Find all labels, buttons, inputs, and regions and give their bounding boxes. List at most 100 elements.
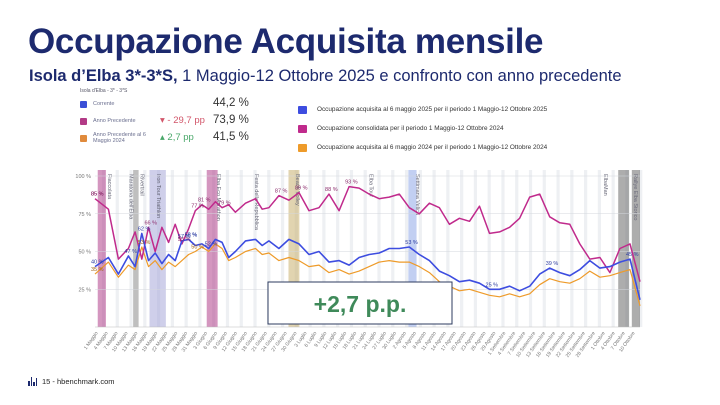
day-stripe [556,170,560,327]
event-band [97,170,106,327]
day-stripe [129,170,133,327]
data-label: 58 % [185,232,198,238]
event-band [631,170,640,327]
series-line [94,185,641,282]
kpi-row-corrente: Corrente [80,97,153,111]
kpi-summary-panel: Isola d'Elba - 3* - 3*S Corrente 44,2 % … [72,86,272,156]
event-band [618,170,630,327]
kpi-swatch [80,100,87,108]
kpi-swatch [80,117,87,125]
day-stripe [432,170,436,327]
event-band [206,170,218,327]
day-stripe [404,170,409,327]
legend-swatch [298,124,307,133]
day-stripe [267,170,271,327]
data-label: 55 % [178,237,191,243]
day-stripe [501,170,505,327]
event-label: Maratona dell'Elba [128,174,134,220]
day-stripe [239,170,243,327]
footer-text: 15 - hbenchmark.com [42,377,115,386]
hbenchmark-logo-icon [28,377,37,386]
legend-item-2024-consolidata: Occupazione consolidata per il periodo 1… [298,119,547,138]
day-stripe [446,170,450,327]
day-stripe [611,170,615,327]
event-label: Elba Tour [368,174,374,197]
subtitle-location: Isola d’Elba 3*-3*S, [29,67,178,85]
day-stripe [363,170,367,327]
data-label: 89 % [295,186,308,192]
event-band [149,170,166,327]
day-stripe [460,170,464,327]
day-stripe [528,170,533,327]
subtitle-period: 1 Maggio-12 Ottobre 2025 e confronto con… [177,67,622,85]
kpi-label: Anno Precedente [93,118,136,124]
day-stripe [584,170,588,327]
data-label: 87 % [275,189,288,195]
kpi-label: Anno Precedente al 6 Maggio 2024 [93,132,146,144]
legend-label: Occupazione acquisita al 6 maggio 2025 p… [317,106,548,113]
footer: 15 - hbenchmark.com [28,377,115,386]
legend-label: Occupazione acquisita al 6 maggio 2024 p… [317,144,548,151]
y-tick-label: 25 % [78,287,91,293]
data-label: 53 % [405,240,418,246]
page-subtitle: Isola d’Elba 3*-3*S, 1 Maggio-12 Ottobre… [29,67,622,86]
event-label: Fiaccolata [106,174,112,200]
data-label: 79 % [218,201,231,207]
callout-box [267,281,453,325]
event-label: Settimana Velica [414,174,420,216]
kpi-value-corrente: 44,2 % [213,97,249,109]
day-stripe [542,170,546,327]
y-tick-label: 75 % [78,212,91,218]
y-tick-label: 50 % [78,250,91,256]
legend-item-2024-acquisita: Occupazione acquisita al 6 maggio 2024 p… [298,138,547,157]
day-stripe [225,170,230,327]
day-stripe [418,170,422,327]
callout-text: +2,7 p.p. [314,291,407,317]
kpi-header: Isola d'Elba - 3* - 3*S [80,88,128,94]
data-label: 93 % [345,180,358,186]
chart-legend: Occupazione acquisita al 6 maggio 2025 p… [298,100,547,157]
event-label: Elba Eco Marathon [215,174,221,221]
data-label: 25 % [486,282,499,288]
kpi-value-anno-precedente-6-maggio: 41,5 % [213,131,249,143]
data-label: 77 % [191,204,204,210]
kpi-delta-anno-precedente-6-maggio: ▴ 2,7 pp [160,132,194,143]
legend-swatch [298,143,307,152]
data-label: 58 % [185,232,198,238]
kpi-row-anno-precedente: Anno Precedente [80,114,153,128]
event-label: Rallye Elba Storico [632,174,638,220]
data-label: 66 % [144,220,157,226]
data-label: 53 % [138,240,151,246]
data-label: 45 % [626,252,639,258]
day-stripe [336,170,340,327]
event-band [133,170,139,327]
data-label: 35 % [91,267,104,273]
kpi-label: Corrente [93,101,115,107]
day-stripe [570,170,574,327]
data-label: 40 % [91,260,104,266]
data-label: 62 % [138,226,151,232]
day-stripe [597,170,602,327]
legend-label: Occupazione consolidata per il periodo 1… [317,125,504,132]
event-label: Rivertrail [139,174,145,196]
day-stripe [170,170,174,327]
data-label: 85 % [91,192,104,198]
kpi-row-anno-precedente-6-maggio: Anno Precedente al 6 Maggio 2024 [80,131,153,145]
day-stripe [322,170,326,327]
data-label: 47 % [124,249,137,255]
event-label: Festa della Repubblica [253,174,259,231]
day-stripe [184,170,188,327]
data-label: 88 % [325,187,338,193]
day-stripe [377,170,381,327]
day-stripe [639,170,643,327]
legend-item-2025: Occupazione acquisita al 6 maggio 2025 p… [298,100,547,119]
event-band [288,170,300,327]
day-stripe [487,170,491,327]
day-stripe [473,170,478,327]
y-tick-label: 100 % [75,174,91,180]
kpi-delta-anno-precedente: ▾ - 29,7 pp [160,115,205,126]
day-stripe [280,170,285,327]
event-label: Iron Tour Triathlon [155,174,161,218]
data-label: 50 % [191,245,204,251]
